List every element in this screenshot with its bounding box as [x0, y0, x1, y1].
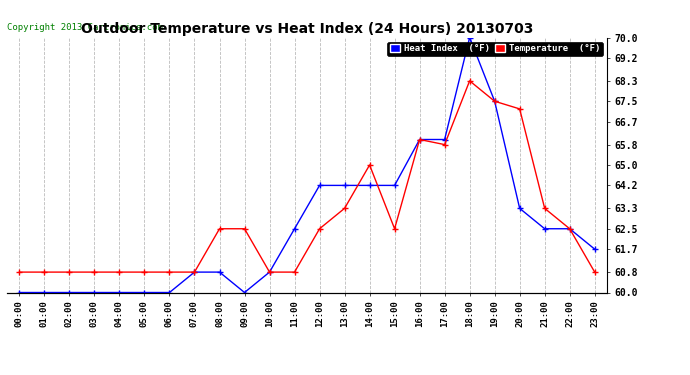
Legend: Heat Index  (°F), Temperature  (°F): Heat Index (°F), Temperature (°F)	[387, 42, 602, 56]
Text: Copyright 2013 Cartronics.com: Copyright 2013 Cartronics.com	[7, 23, 163, 32]
Title: Outdoor Temperature vs Heat Index (24 Hours) 20130703: Outdoor Temperature vs Heat Index (24 Ho…	[81, 22, 533, 36]
